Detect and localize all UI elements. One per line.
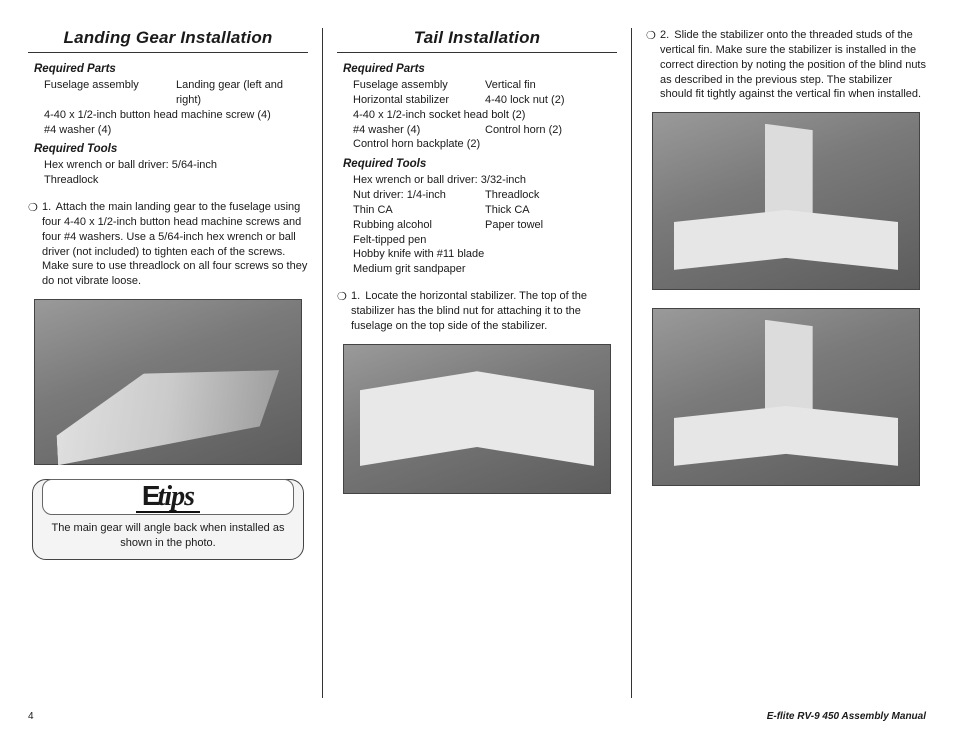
parts-list: Fuselage assemblyVertical fin Horizontal… <box>353 78 617 152</box>
part: Fuselage assembly <box>44 78 176 108</box>
tool: Hex wrench or ball driver: 3/32-inch <box>353 173 617 188</box>
required-parts-label: Required Parts <box>34 63 308 75</box>
step-number: 2. <box>660 29 671 41</box>
tool: Threadlock <box>485 188 617 203</box>
tips-text: The main gear will angle back when insta… <box>43 521 293 551</box>
part: Fuselage assembly <box>353 78 485 93</box>
checkbox-icon: ❍ <box>28 200 42 289</box>
part: Horizontal stabilizer <box>353 93 485 108</box>
step-text: Slide the stabilizer onto the threaded s… <box>660 29 926 100</box>
column-2: Tail Installation Required Parts Fuselag… <box>323 28 632 698</box>
parts-list: Fuselage assemblyLanding gear (left and … <box>44 78 308 137</box>
step-1: ❍ 1. Attach the main landing gear to the… <box>28 200 308 289</box>
tool: Thick CA <box>485 203 617 218</box>
tools-list: Hex wrench or ball driver: 5/64-inch Thr… <box>44 158 308 188</box>
part: Control horn (2) <box>485 123 617 138</box>
section-title-landing-gear: Landing Gear Installation <box>28 28 308 53</box>
step-1: ❍ 1. Locate the horizontal stabilizer. T… <box>337 289 617 334</box>
required-tools-label: Required Tools <box>343 158 617 170</box>
tips-logo-wrap: Etips <box>42 479 294 515</box>
required-parts-label: Required Parts <box>343 63 617 75</box>
tool: Hex wrench or ball driver: 5/64-inch <box>44 158 308 173</box>
required-tools-label: Required Tools <box>34 143 308 155</box>
step-2: ❍ 2. Slide the stabilizer onto the threa… <box>646 28 926 102</box>
step-number: 1. <box>351 290 362 302</box>
part: 4-40 x 1/2-inch socket head bolt (2) <box>353 108 617 123</box>
page-footer: 4 E-flite RV-9 450 Assembly Manual <box>28 711 926 722</box>
part: Landing gear (left and right) <box>176 78 308 108</box>
tool: Felt-tipped pen <box>353 233 617 248</box>
part: #4 washer (4) <box>44 123 308 138</box>
tool: Medium grit sandpaper <box>353 262 617 277</box>
part: #4 washer (4) <box>353 123 485 138</box>
checkbox-icon: ❍ <box>646 28 660 102</box>
tips-logo: Etips <box>136 482 200 513</box>
checkbox-icon: ❍ <box>337 289 351 334</box>
part: Vertical fin <box>485 78 617 93</box>
section-title-tail: Tail Installation <box>337 28 617 53</box>
tips-logo-text: tips <box>158 481 194 512</box>
tips-callout: Etips The main gear will angle back when… <box>32 479 304 560</box>
tool: Threadlock <box>44 173 308 188</box>
tool: Rubbing alcohol <box>353 218 485 233</box>
part: Control horn backplate (2) <box>353 137 617 152</box>
column-1: Landing Gear Installation Required Parts… <box>28 28 323 698</box>
footer-title: E-flite RV-9 450 Assembly Manual <box>767 711 926 722</box>
tool: Paper towel <box>485 218 617 233</box>
step-number: 1. <box>42 201 53 213</box>
column-3: ❍ 2. Slide the stabilizer onto the threa… <box>632 28 926 698</box>
tools-list: Hex wrench or ball driver: 3/32-inch Nut… <box>353 173 617 277</box>
page-number: 4 <box>28 711 34 722</box>
step-text: Attach the main landing gear to the fuse… <box>42 201 307 287</box>
photo-landing-gear <box>34 299 303 465</box>
step-text: Locate the horizontal stabilizer. The to… <box>351 290 587 332</box>
tool: Hobby knife with #11 blade <box>353 247 617 262</box>
part: 4-40 lock nut (2) <box>485 93 617 108</box>
page-columns: Landing Gear Installation Required Parts… <box>28 28 926 698</box>
photo-tail-assembly-2 <box>652 308 921 486</box>
part: 4-40 x 1/2-inch button head machine scre… <box>44 108 308 123</box>
photo-tail-assembly-1 <box>652 112 921 290</box>
tool: Nut driver: 1/4-inch <box>353 188 485 203</box>
tool: Thin CA <box>353 203 485 218</box>
photo-horizontal-stabilizer <box>343 344 612 494</box>
